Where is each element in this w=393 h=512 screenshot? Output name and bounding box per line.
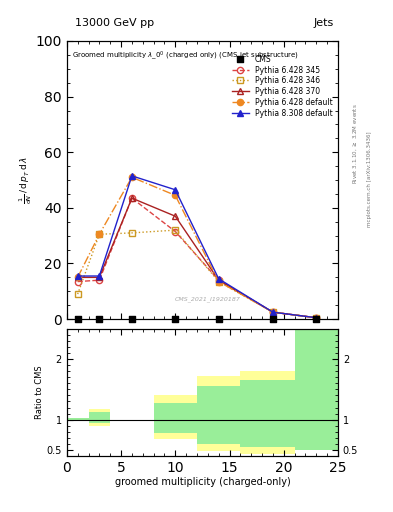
Pythia 6.428 346 [130, 230, 134, 236]
Text: CMS_2021_I1920187: CMS_2021_I1920187 [175, 297, 241, 303]
Pythia 6.428 345 [270, 309, 275, 315]
Pythia 6.428 345 [173, 228, 178, 234]
Pythia 8.308 default [270, 309, 275, 315]
CMS [313, 315, 320, 323]
CMS [270, 315, 276, 323]
Y-axis label: $\frac{1}{\mathrm{d}N}\,/\,\mathrm{d}\,p_T\,\mathrm{d}\,\lambda$: $\frac{1}{\mathrm{d}N}\,/\,\mathrm{d}\,p… [18, 156, 34, 204]
Pythia 6.428 default [216, 279, 221, 285]
Line: Pythia 6.428 345: Pythia 6.428 345 [75, 195, 320, 321]
Legend: CMS, Pythia 6.428 345, Pythia 6.428 346, Pythia 6.428 370, Pythia 6.428 default,: CMS, Pythia 6.428 345, Pythia 6.428 346,… [230, 53, 334, 120]
CMS [96, 315, 103, 323]
Line: Pythia 6.428 default: Pythia 6.428 default [75, 174, 320, 321]
Pythia 6.428 345 [314, 315, 319, 321]
Pythia 6.428 345 [75, 279, 80, 285]
Line: Pythia 6.428 346: Pythia 6.428 346 [75, 227, 320, 321]
Text: mcplots.cern.ch [arXiv:1306.3436]: mcplots.cern.ch [arXiv:1306.3436] [367, 132, 373, 227]
Pythia 6.428 346 [270, 309, 275, 315]
Pythia 6.428 346 [216, 279, 221, 285]
Pythia 6.428 370 [97, 274, 102, 281]
Pythia 6.428 345 [130, 195, 134, 201]
Text: Rivet 3.1.10, $\geq$ 3.2M events: Rivet 3.1.10, $\geq$ 3.2M events [352, 103, 359, 184]
Pythia 6.428 346 [314, 315, 319, 321]
Pythia 8.308 default [216, 276, 221, 282]
Text: Jets: Jets [314, 18, 334, 28]
CMS [172, 315, 178, 323]
Pythia 6.428 default [130, 174, 134, 180]
Pythia 6.428 default [314, 315, 319, 321]
Pythia 6.428 370 [75, 274, 80, 281]
Pythia 6.428 default [270, 309, 275, 315]
Text: Groomed multiplicity $\lambda\_0^0$ (charged only) (CMS jet substructure): Groomed multiplicity $\lambda\_0^0$ (cha… [72, 49, 299, 62]
Pythia 6.428 370 [173, 213, 178, 219]
Pythia 8.308 default [173, 187, 178, 193]
Pythia 8.308 default [130, 173, 134, 179]
Pythia 8.308 default [97, 273, 102, 279]
CMS [215, 315, 222, 323]
Pythia 6.428 346 [97, 231, 102, 238]
CMS [75, 315, 81, 323]
Line: Pythia 6.428 370: Pythia 6.428 370 [75, 195, 320, 321]
Line: Pythia 8.308 default: Pythia 8.308 default [75, 173, 320, 321]
Pythia 6.428 default [75, 274, 80, 281]
Pythia 6.428 370 [216, 277, 221, 283]
Pythia 6.428 default [173, 193, 178, 199]
Pythia 6.428 370 [270, 309, 275, 315]
X-axis label: groomed multiplicity (charged-only): groomed multiplicity (charged-only) [114, 477, 290, 487]
Pythia 8.308 default [314, 315, 319, 321]
Pythia 6.428 346 [173, 227, 178, 233]
CMS [129, 315, 135, 323]
Pythia 6.428 370 [314, 315, 319, 321]
Pythia 8.308 default [75, 273, 80, 279]
Y-axis label: Ratio to CMS: Ratio to CMS [35, 366, 44, 419]
Pythia 6.428 345 [216, 277, 221, 283]
Pythia 6.428 346 [75, 291, 80, 297]
Pythia 6.428 345 [97, 277, 102, 283]
Text: 13000 GeV pp: 13000 GeV pp [75, 18, 154, 28]
Pythia 6.428 370 [130, 195, 134, 201]
Pythia 6.428 default [97, 231, 102, 238]
